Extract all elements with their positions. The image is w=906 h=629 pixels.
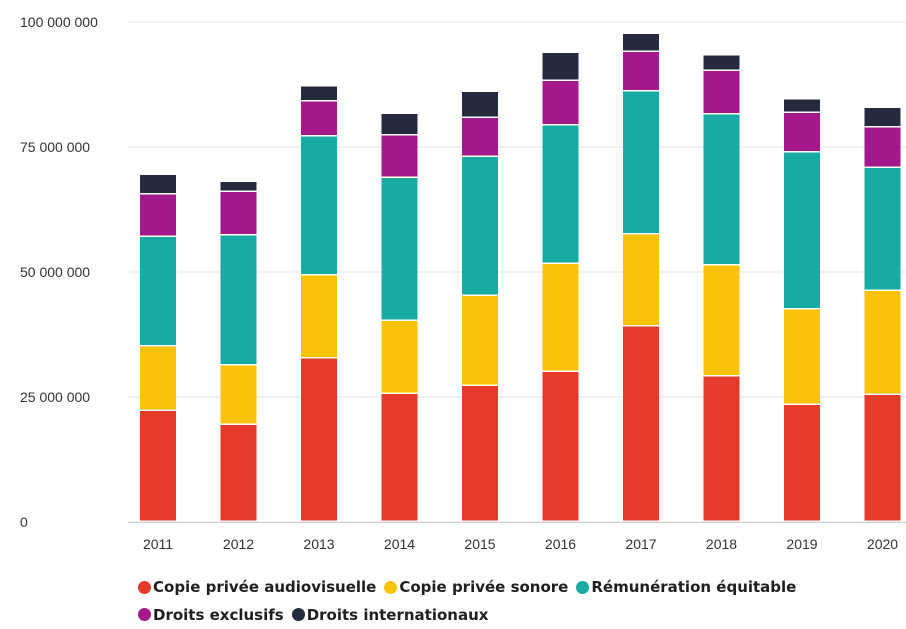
y-tick-label: 25 000 000 — [20, 389, 90, 405]
bar-segment — [623, 34, 659, 51]
bar-segment — [864, 168, 901, 290]
bar-segment — [864, 291, 901, 394]
bar-segment — [462, 157, 498, 295]
x-tick-label: 2019 — [786, 536, 817, 552]
x-tick-label: 2014 — [384, 536, 415, 552]
bar-stack-2018 — [703, 55, 740, 521]
bar-segment — [703, 71, 740, 113]
legend-swatch — [384, 580, 398, 594]
bar-segment — [462, 118, 498, 156]
bar-segment — [542, 125, 579, 263]
bar-segment — [623, 326, 659, 521]
legend-label: Rémunération équitable — [591, 578, 797, 596]
y-axis: 0 25 000 000 50 000 000 75 000 000 100 000 0… — [20, 14, 98, 530]
x-tick-label: 2011 — [143, 536, 173, 552]
bar-segment — [784, 309, 820, 404]
bar-segment — [301, 358, 337, 521]
bar-segment — [381, 114, 418, 134]
bar-segment — [542, 81, 579, 124]
bar-segment — [140, 194, 176, 236]
bar-segment — [703, 55, 740, 70]
x-tick-label: 2012 — [223, 536, 254, 552]
x-tick-label: 2016 — [545, 536, 576, 552]
bar-segment — [220, 425, 257, 521]
bar-segment — [301, 101, 337, 135]
bar-segment — [301, 86, 337, 100]
x-axis: 2011 2012 2013 2014 2015 2016 2017 2018 2019 2020 — [128, 522, 906, 552]
bar-segment — [462, 296, 498, 385]
bar-segment — [542, 53, 579, 80]
x-tick-label: 2018 — [706, 536, 737, 552]
bar-segment — [381, 135, 418, 177]
bar-stack-2014 — [381, 114, 418, 521]
y-tick-label: 50 000 000 — [20, 264, 90, 280]
legend-swatch — [576, 580, 590, 594]
bar-segment — [301, 136, 337, 274]
bar-segment — [703, 376, 740, 521]
legend: Copie privée audiovisuelle Copie privée s… — [138, 574, 898, 629]
bar-stack-2015 — [462, 92, 498, 521]
bar-segment — [381, 178, 418, 320]
legend-item: Droits exclusifs — [138, 602, 284, 628]
x-tick-label: 2020 — [867, 536, 898, 552]
bar-segment — [220, 182, 257, 191]
bar-segment — [220, 235, 257, 364]
legend-label: Droits internationaux — [306, 605, 489, 624]
bar-segment — [220, 192, 257, 234]
legend-swatch — [138, 608, 151, 621]
bar-segment — [784, 113, 820, 151]
bar-segment — [542, 264, 579, 371]
y-tick-label: 75 000 000 — [20, 139, 90, 155]
bar-segment — [140, 346, 176, 410]
bar-segment — [623, 91, 659, 233]
bar-segment — [703, 114, 740, 264]
y-tick-label: 0 — [20, 514, 28, 530]
bar-stack-2013 — [301, 86, 337, 521]
legend-swatch — [291, 608, 305, 621]
bar-segment — [462, 92, 498, 117]
bar-segment — [623, 234, 659, 325]
bar-segment — [140, 237, 176, 345]
bar-segment — [220, 365, 257, 424]
legend-item: Copie privée sonore — [384, 574, 568, 600]
x-tick-label: 2013 — [303, 536, 334, 552]
bar-segment — [140, 175, 176, 193]
bar-segment — [784, 405, 820, 521]
legend-label: Copie privée audiovisuelle — [153, 578, 377, 596]
bar-segment — [864, 395, 901, 521]
bar-stack-2017 — [623, 34, 659, 521]
bar-stack-2016 — [542, 53, 579, 521]
bar-stack-2012 — [220, 182, 257, 521]
bar-segment — [623, 52, 659, 90]
bar-segment — [784, 99, 820, 112]
x-tick-label: 2015 — [464, 536, 495, 552]
bar-segment — [381, 394, 418, 521]
bar-segment — [864, 127, 901, 167]
legend-swatch — [138, 580, 151, 594]
bar-stack-2019 — [784, 99, 820, 521]
bar-segment — [140, 411, 176, 521]
bar-stack-2011 — [140, 175, 176, 521]
bar-segment — [703, 265, 740, 375]
bar-segment — [301, 275, 337, 357]
x-tick-label: 2017 — [625, 536, 656, 552]
legend-item: Copie privée audiovisuelle — [138, 574, 376, 600]
legend-label: Droits exclusifs — [153, 605, 284, 624]
stacked-bar-chart: 0 25 000 000 50 000 000 75 000 000 100 000 0… — [20, 14, 906, 552]
y-tick-label: 100 000 000 — [20, 14, 98, 30]
bar-segment — [542, 372, 579, 521]
bar-segment — [381, 321, 418, 393]
bar-segment — [864, 108, 901, 126]
legend-item: Droits internationaux — [291, 602, 489, 628]
bar-segment — [784, 152, 820, 308]
legend-label: Copie privée sonore — [399, 578, 569, 596]
bars — [140, 34, 901, 521]
bar-segment — [462, 386, 498, 521]
bar-stack-2020 — [864, 108, 901, 521]
legend-item: Rémunération équitable — [576, 574, 796, 600]
